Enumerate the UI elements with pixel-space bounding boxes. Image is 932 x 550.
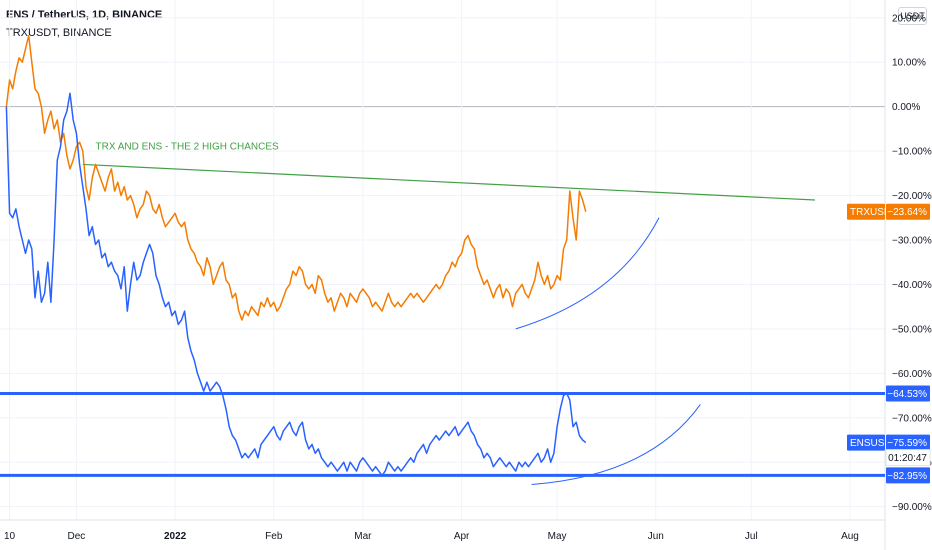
series-value-tag-trxusdt-bg xyxy=(886,203,930,220)
x-tick-label: 10 xyxy=(4,531,16,542)
y-tick-label: −20.00% xyxy=(892,191,932,202)
y-tick-label: −30.00% xyxy=(892,236,932,247)
chart-axes xyxy=(0,0,886,550)
y-tick-label: −90.00% xyxy=(892,502,932,513)
series-name-tag-ensusdt: ENSUSDT xyxy=(847,434,898,451)
series-value-tag-ensusdt: −75.59% xyxy=(886,434,930,451)
y-tick-label: −10.00% xyxy=(892,147,932,158)
annotation-text[interactable]: TRX AND ENS - THE 2 HIGH CHANCES xyxy=(96,142,280,153)
x-tick-label: Feb xyxy=(265,531,283,542)
y-tick-label: 20.00% xyxy=(892,13,926,24)
time-axis[interactable]: 10 Dec 2022 Feb Mar Apr May Jun Jul Aug xyxy=(4,531,859,542)
price-tags: −64.53% −82.95% TRXUSDT−23.64% ENSUSDT−75.5… xyxy=(847,203,931,484)
level-price-tag: −82.95% xyxy=(886,467,930,484)
y-tick-label: 0.00% xyxy=(892,102,920,113)
arc-drawing[interactable] xyxy=(515,217,660,330)
arc-drawing[interactable] xyxy=(531,404,701,485)
currency-unit-button[interactable]: USDT xyxy=(898,7,927,25)
x-tick-label: Apr xyxy=(454,531,470,542)
x-tick-label: Dec xyxy=(68,531,86,542)
x-tick-label: May xyxy=(548,531,567,542)
level-price-tag-text: −64.53% xyxy=(887,389,927,400)
y-tick-label: −70.00% xyxy=(892,413,932,424)
trend-line[interactable] xyxy=(82,163,815,201)
series-line-ensusdt[interactable] xyxy=(5,92,587,477)
drawings-layer: TRX AND ENS - THE 2 HIGH CHANCES xyxy=(0,142,885,485)
y-tick-label: −60.00% xyxy=(892,369,932,380)
y-tick-label: 10.00% xyxy=(892,58,926,69)
level-price-tag-text: −82.95% xyxy=(887,471,927,482)
countdown-text: 01:20:47 xyxy=(888,453,927,464)
series-line-trxusdt[interactable] xyxy=(5,34,587,321)
chart-subtitle: TRXUSDT, BINANCE xyxy=(6,27,112,39)
price-axis[interactable]: 20.00% 10.00% 0.00% −10.00% −20.00% −30.00% −4… xyxy=(892,13,932,513)
series-value-tag-trxusdt: −23.64% xyxy=(886,203,930,220)
series-value-tag-trxusdt-text: −23.64% xyxy=(887,207,927,218)
x-tick-label: Aug xyxy=(841,531,859,542)
level-price-tag-bg xyxy=(886,385,930,402)
countdown-bg xyxy=(885,449,931,467)
x-tick-label: Jun xyxy=(648,531,664,542)
y-tick-label: −40.00% xyxy=(892,280,932,291)
series-layer xyxy=(5,34,587,477)
y-tick-label: −50.00% xyxy=(892,324,932,335)
x-tick-label: 2022 xyxy=(164,531,187,542)
level-price-tag: −64.53% xyxy=(886,385,930,402)
x-tick-label: Mar xyxy=(354,531,372,542)
series-name-tag-trxusdt-text: TRXUSDT xyxy=(850,207,897,218)
level-price-tag-bg xyxy=(886,467,930,484)
grid-lines xyxy=(0,0,885,520)
countdown-tag: 01:20:47 xyxy=(885,449,931,467)
x-tick-label: Jul xyxy=(745,531,758,542)
series-name-tag-trxusdt: TRXUSDT xyxy=(847,203,897,220)
series-name-tag-ensusdt-bg xyxy=(847,434,885,451)
series-name-tag-ensusdt-text: ENSUSDT xyxy=(850,438,898,449)
series-value-tag-ensusdt-text: −75.59% xyxy=(887,438,927,449)
series-name-tag-trxusdt-bg xyxy=(847,203,885,220)
series-value-tag-ensusdt-bg xyxy=(886,434,930,451)
